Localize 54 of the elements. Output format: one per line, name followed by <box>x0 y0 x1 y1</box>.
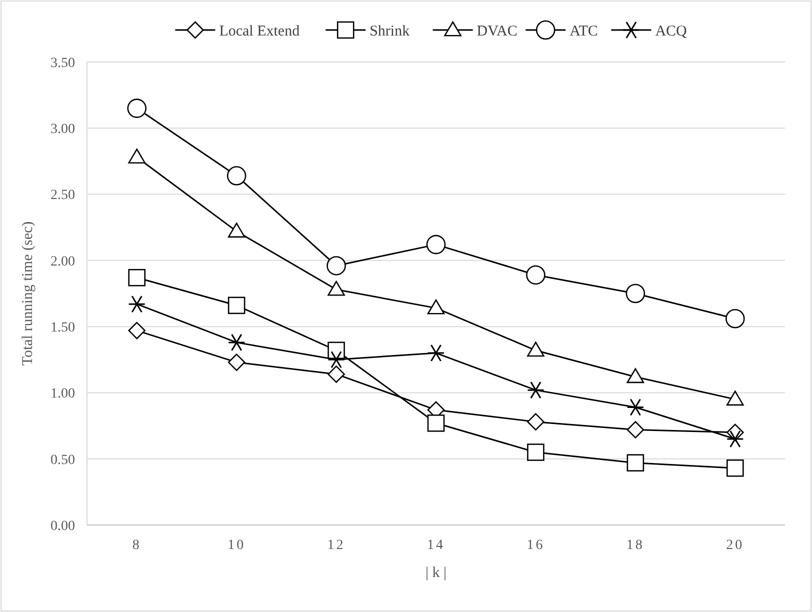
point <box>626 284 646 304</box>
point <box>726 430 744 448</box>
point <box>128 268 146 286</box>
point <box>328 350 346 368</box>
y-tick-label: 3.00 <box>50 122 75 138</box>
point <box>226 166 246 186</box>
legend-label: ATC <box>570 23 598 40</box>
point <box>626 368 644 384</box>
point <box>228 222 246 238</box>
point <box>426 234 446 254</box>
legend-label: ACQ <box>655 23 688 40</box>
point <box>128 148 146 164</box>
point <box>326 256 346 276</box>
x-tick-label: 16 <box>526 538 545 553</box>
point <box>328 366 345 383</box>
legend-label: Local Extend <box>219 23 300 40</box>
point <box>527 413 544 430</box>
point <box>228 334 246 352</box>
x-tick-label: 20 <box>726 538 744 553</box>
y-tick-label: 0.00 <box>50 518 75 534</box>
x-tick-label: 14 <box>427 538 445 553</box>
point <box>526 381 544 399</box>
y-tick-label: 2.50 <box>50 188 75 204</box>
point <box>128 295 146 313</box>
y-tick-label: 1.00 <box>50 386 75 402</box>
point <box>526 265 546 285</box>
legend-label: DVAC <box>476 23 518 40</box>
point <box>626 454 644 472</box>
point <box>726 390 744 406</box>
y-tick-label: 1.50 <box>50 320 75 336</box>
x-axis-title: | k | <box>425 565 447 581</box>
point <box>626 421 644 438</box>
point <box>127 98 147 118</box>
point <box>427 414 445 432</box>
y-tick-label: 3.50 <box>50 56 75 71</box>
point <box>626 398 644 416</box>
point <box>427 299 445 314</box>
point <box>228 296 246 314</box>
point <box>128 322 146 340</box>
x-tick-label: 18 <box>626 538 644 553</box>
point <box>527 444 544 461</box>
y-axis-title: Total running time (sec) <box>20 221 36 366</box>
point <box>328 280 345 296</box>
x-tick-label: 10 <box>228 538 246 553</box>
point <box>725 308 745 328</box>
point <box>726 459 744 477</box>
y-tick-label: 2.00 <box>50 254 75 270</box>
x-tick-label: 8 <box>132 538 142 553</box>
legend-label: Shrink <box>370 23 410 40</box>
point <box>427 344 445 362</box>
x-tick-label: 12 <box>327 538 346 553</box>
point <box>527 342 544 357</box>
point <box>228 354 246 371</box>
y-tick-label: 0.50 <box>50 452 75 468</box>
